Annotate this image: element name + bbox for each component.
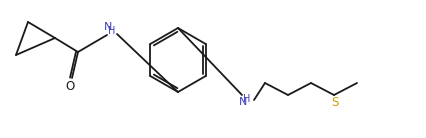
Text: H: H (108, 26, 115, 36)
Text: H: H (243, 94, 250, 104)
Text: O: O (65, 80, 75, 94)
Text: S: S (331, 95, 338, 108)
Text: N: N (104, 22, 112, 32)
Text: N: N (238, 97, 247, 107)
